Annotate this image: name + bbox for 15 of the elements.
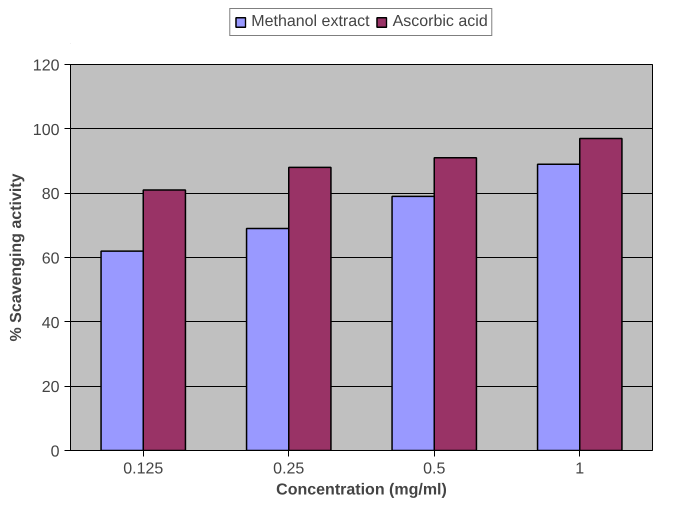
x-tick-label: 0.125 <box>123 460 164 478</box>
y-tick-label: 100 <box>32 122 60 139</box>
legend-label: Ascorbic acid <box>392 13 488 31</box>
y-tick-label: 20 <box>42 379 60 396</box>
y-tick-label: 60 <box>42 250 60 268</box>
x-tick-label: 1 <box>575 460 584 478</box>
y-tick-label: 80 <box>42 186 60 204</box>
legend-label: Methanol extract <box>251 13 370 31</box>
y-tick-label: 0 <box>50 444 60 460</box>
x-axis-title: Concentration (mg/ml) <box>276 482 447 498</box>
y-tick-label: 40 <box>42 314 60 332</box>
x-tick-label: 0.5 <box>423 460 446 478</box>
x-tick-label: 0.25 <box>273 460 304 478</box>
y-axis-title: % Scavenging activity <box>8 173 25 342</box>
y-tick-label: 120 <box>32 58 60 74</box>
